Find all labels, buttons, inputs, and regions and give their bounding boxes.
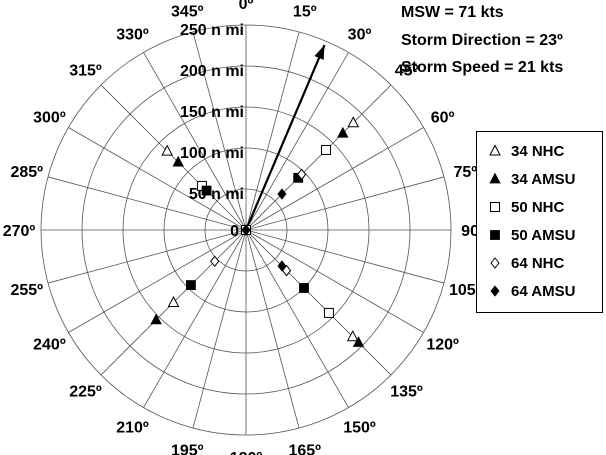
data-point-34-amsu [150, 313, 162, 325]
grid-spoke [68, 127, 247, 231]
angle-labels: 0º 15º30º45º60º75º90º105º120º135º150º165º… [3, 0, 485, 455]
legend-label: 64 NHC [511, 254, 565, 272]
polar-grid [40, 24, 452, 436]
legend-label: 34 NHC [511, 142, 565, 160]
legend-label: 34 AMSU [511, 170, 576, 188]
legend: 34 NHC 34 AMSU 50 NHC 50 AMSU 64 NHC 64 AMSU [476, 131, 603, 313]
grid-spoke [192, 31, 247, 231]
legend-marker-diamond-filled [490, 285, 500, 297]
radial-tick-label: 250 n mi [180, 22, 244, 39]
data-point-34-nhc [161, 144, 173, 156]
data-point-34-nhc [167, 295, 180, 307]
data-point-34-amsu [337, 126, 349, 138]
legend-item: 34 AMSU [477, 167, 575, 191]
grid-spoke [245, 229, 424, 333]
legend-item: 64 NHC [477, 251, 564, 275]
data-point-34-amsu [172, 155, 184, 167]
grid-spoke [245, 229, 445, 284]
angle-tick-label: 300º [33, 110, 66, 127]
angle-tick-label: 45º [395, 62, 419, 79]
data-point-34-nhc [346, 330, 359, 342]
legend-marker-square-filled [490, 230, 500, 240]
data-point-64-amsu [277, 188, 287, 200]
storm-direction-arrow [244, 44, 326, 231]
radial-tick-label: 200 n mi [180, 63, 244, 80]
angle-tick-label: 15º [293, 4, 317, 21]
legend-item: 34 NHC [477, 139, 564, 163]
data-point-64-amsu [277, 260, 287, 272]
grid-spoke [245, 31, 300, 231]
grid-spoke [68, 229, 247, 333]
radial-tick-label: 100 n mi [180, 145, 244, 162]
grid-spoke [245, 229, 349, 408]
angle-tick-label: 270º [3, 223, 36, 240]
angle-tick-label: 345º [171, 4, 204, 21]
legend-marker-square-open [490, 202, 500, 212]
grid-spoke [47, 176, 247, 231]
angle-tick-label: 285º [10, 164, 43, 181]
grid-spoke [245, 176, 445, 231]
radial-tick-label: 0 [230, 223, 239, 240]
angle-tick-label: 0º [239, 0, 254, 13]
angle-tick-label: 240º [33, 337, 66, 354]
angle-tick-label: 315º [69, 62, 102, 79]
grid-spoke [245, 52, 349, 231]
data-points [150, 116, 365, 347]
radial-tick-label: 150 n mi [180, 104, 244, 121]
grid-spoke [143, 229, 247, 408]
angle-tick-label: 105º [449, 282, 482, 299]
data-point-64-amsu [241, 224, 251, 236]
grid-spoke [245, 84, 392, 231]
angle-tick-label: 30º [348, 26, 372, 43]
legend-marker-triangle-filled [489, 172, 501, 184]
legend-marker-diamond-open [490, 257, 500, 269]
grid-spoke [245, 229, 300, 429]
legend-label: 64 AMSU [511, 282, 576, 300]
legend-item: 50 AMSU [477, 223, 575, 247]
angle-tick-label: 150º [343, 420, 376, 437]
legend-item: 64 AMSU [477, 279, 575, 303]
data-point-64-nhc [210, 255, 220, 268]
angle-tick-label: 135º [390, 384, 423, 401]
angle-tick-label: 60º [431, 110, 455, 127]
angle-tick-label: 180º [230, 450, 263, 455]
angle-tick-label: 165º [288, 442, 321, 455]
angle-tick-label: 120º [426, 337, 459, 354]
angle-tick-label: 195º [171, 442, 204, 455]
legend-marker-triangle-open [489, 144, 501, 156]
grid-spoke [100, 84, 247, 231]
grid-spoke [245, 127, 424, 231]
data-point-34-amsu [352, 336, 365, 347]
storm-direction-text: Storm Direction = 23º [401, 32, 563, 49]
grid-spoke [47, 229, 247, 284]
storm-speed-text: Storm Speed = 21 kts [401, 59, 564, 76]
angle-tick-label: 255º [10, 282, 43, 299]
grid-spoke [245, 229, 392, 376]
grid-spoke [143, 52, 247, 231]
legend-item: 50 NHC [477, 195, 564, 219]
data-point-64-nhc [297, 168, 307, 181]
angle-tick-label: 225º [69, 384, 102, 401]
legend-label: 50 NHC [511, 198, 565, 216]
angle-tick-label: 210º [116, 420, 149, 437]
msw-text: MSW = 71 kts [401, 4, 504, 21]
data-point-50-nhc [321, 144, 332, 155]
legend-label: 50 AMSU [511, 226, 576, 244]
data-point-50-amsu [186, 280, 196, 290]
angle-tick-label: 75º [453, 164, 477, 181]
data-point-50-amsu [299, 283, 309, 293]
grid-spoke [192, 229, 247, 429]
data-point-34-nhc [347, 116, 360, 128]
data-point-50-amsu [201, 185, 212, 196]
data-point-50-nhc [323, 307, 334, 318]
angle-tick-label: 330º [116, 26, 149, 43]
